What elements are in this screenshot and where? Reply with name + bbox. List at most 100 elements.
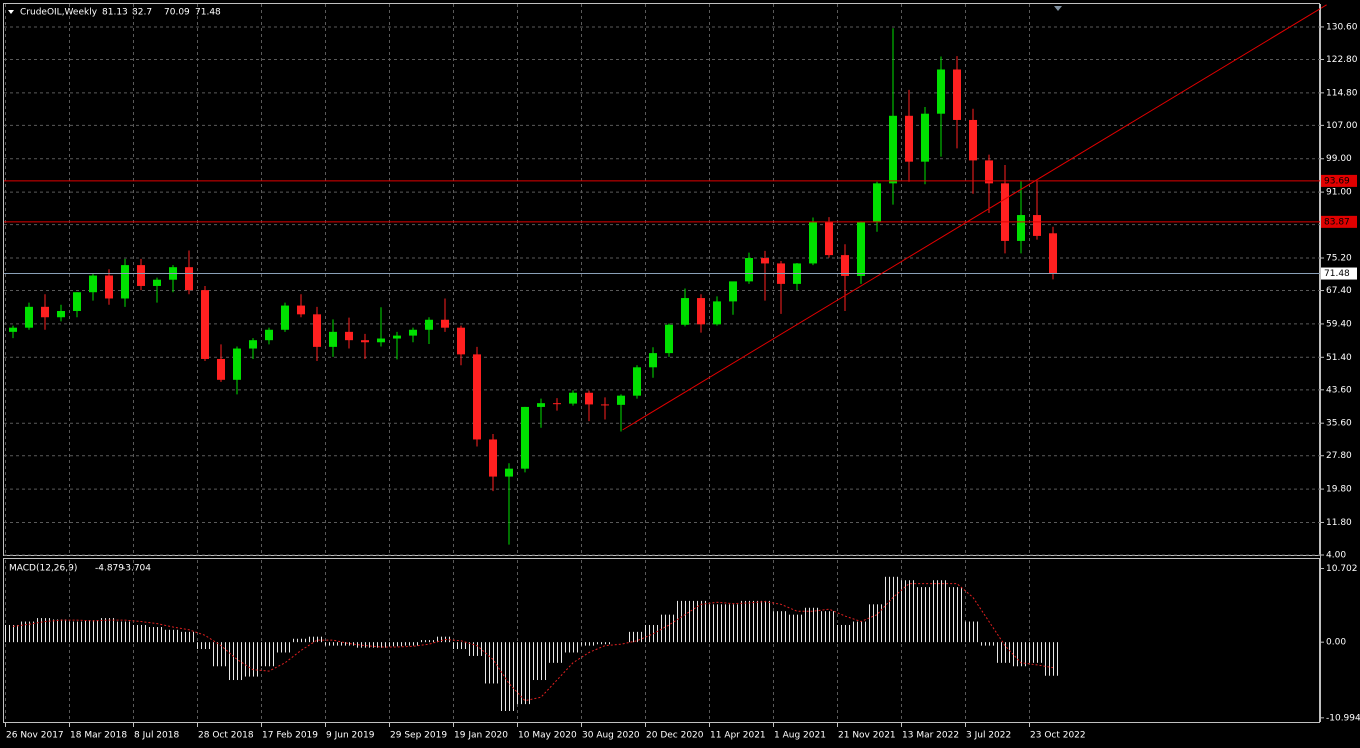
price-panel-frame — [3, 3, 1320, 556]
level-tag — [1321, 174, 1357, 187]
macd-bar — [725, 604, 741, 643]
macd-bar — [965, 621, 981, 643]
candle-body — [809, 222, 817, 264]
candle-body — [1001, 183, 1009, 241]
x-tick-label: 29 Sep 2019 — [390, 731, 447, 741]
level-label: 83.87 — [1324, 217, 1350, 227]
macd-bar — [629, 631, 645, 643]
candle-body — [249, 340, 257, 349]
macd-bar — [581, 642, 597, 646]
y-tick-label: 114.80 — [1326, 88, 1358, 98]
symbol-title: CrudeOIL,Weekly — [20, 8, 98, 18]
macd-value: -4.879 — [95, 564, 124, 574]
candle-body — [201, 290, 209, 359]
candle-body — [153, 279, 161, 286]
price-label: 71.48 — [1324, 269, 1350, 279]
y-tick-label: 51.40 — [1326, 353, 1352, 363]
macd-bar — [565, 642, 581, 653]
candle-body — [233, 348, 241, 380]
macd-panel-frame — [3, 558, 1320, 723]
macd-bar — [421, 640, 437, 643]
candle-body — [89, 275, 97, 293]
macd-bar — [677, 600, 693, 643]
y-tick-label: 75.20 — [1326, 254, 1352, 264]
macd-bar — [693, 600, 709, 643]
candle-body — [825, 222, 833, 256]
candle-body — [633, 367, 641, 396]
y-tick-label: 35.60 — [1326, 419, 1352, 429]
candle-body — [313, 314, 321, 347]
macd-bar — [293, 638, 309, 643]
macd-bar — [453, 642, 469, 650]
macd-bar — [517, 642, 533, 705]
macd-bar — [933, 580, 949, 643]
x-tick-label: 9 Jun 2019 — [326, 731, 375, 741]
candle-body — [361, 340, 369, 343]
level-label: 93.69 — [1324, 176, 1350, 186]
macd-bar — [917, 587, 933, 643]
x-tick-label: 20 Dec 2020 — [646, 731, 704, 741]
candle-body — [105, 275, 113, 299]
macd-bar — [837, 624, 853, 643]
macd-bar — [277, 642, 293, 653]
macd-bar — [357, 642, 373, 648]
x-tick-label: 17 Feb 2019 — [262, 731, 318, 741]
candle-body — [873, 183, 881, 223]
candle-body — [185, 267, 193, 291]
candle-body — [649, 353, 657, 368]
candle-body — [553, 403, 561, 405]
x-tick-label: 18 Mar 2018 — [70, 731, 127, 741]
macd-bar — [69, 621, 85, 643]
candle-body — [537, 403, 545, 407]
candle-body — [57, 310, 65, 318]
candle-body — [889, 115, 897, 184]
macd-bar — [789, 614, 805, 643]
y-tick-label: 91.00 — [1326, 188, 1352, 198]
candle-body — [121, 265, 129, 299]
candle-body — [1033, 215, 1041, 236]
macd-bar — [501, 642, 517, 711]
candle-body — [281, 305, 289, 330]
price-tag — [1321, 267, 1357, 280]
candle-body — [473, 354, 481, 440]
macd-bar — [389, 642, 405, 647]
macd-bar — [981, 642, 997, 646]
macd-bar — [245, 642, 261, 677]
macd-bar — [997, 642, 1013, 663]
candle-body — [761, 258, 769, 264]
macd-bar — [533, 642, 549, 681]
macd-bar — [1045, 642, 1061, 676]
candle-body — [329, 331, 337, 347]
candle-body — [521, 406, 529, 469]
y-tick-label: 67.40 — [1326, 286, 1352, 296]
macd-bar — [485, 642, 501, 684]
macd-bar — [757, 600, 773, 643]
candle-body — [377, 338, 385, 343]
macd-bar — [5, 624, 21, 643]
macd-bar — [117, 621, 133, 643]
x-tick-label: 30 Aug 2020 — [582, 731, 640, 741]
macd-bar — [213, 642, 229, 667]
menu-arrow[interactable] — [8, 10, 14, 14]
macd-bar — [165, 629, 181, 643]
macd-bar — [37, 618, 53, 643]
candle-body — [137, 265, 145, 286]
candle-body — [585, 392, 593, 405]
candle-body — [985, 160, 993, 184]
macd-bar — [885, 576, 901, 643]
macd-bar — [949, 587, 965, 643]
y-tick-label: 59.40 — [1326, 319, 1352, 329]
macd-bar — [325, 642, 341, 646]
candle-body — [457, 327, 465, 355]
y-tick-label: 122.80 — [1326, 55, 1358, 65]
macd-bar — [709, 604, 725, 643]
macd-bar — [773, 611, 789, 643]
macd-bar — [133, 624, 149, 643]
candle-body — [441, 319, 449, 328]
x-tick-label: 21 Nov 2021 — [838, 731, 896, 741]
candle-body — [25, 306, 33, 328]
x-tick-label: 13 Mar 2022 — [902, 731, 959, 741]
x-tick-label: 28 Oct 2018 — [198, 731, 254, 741]
macd-bar — [869, 604, 885, 643]
y-tick-label: 0.00 — [1326, 638, 1346, 648]
